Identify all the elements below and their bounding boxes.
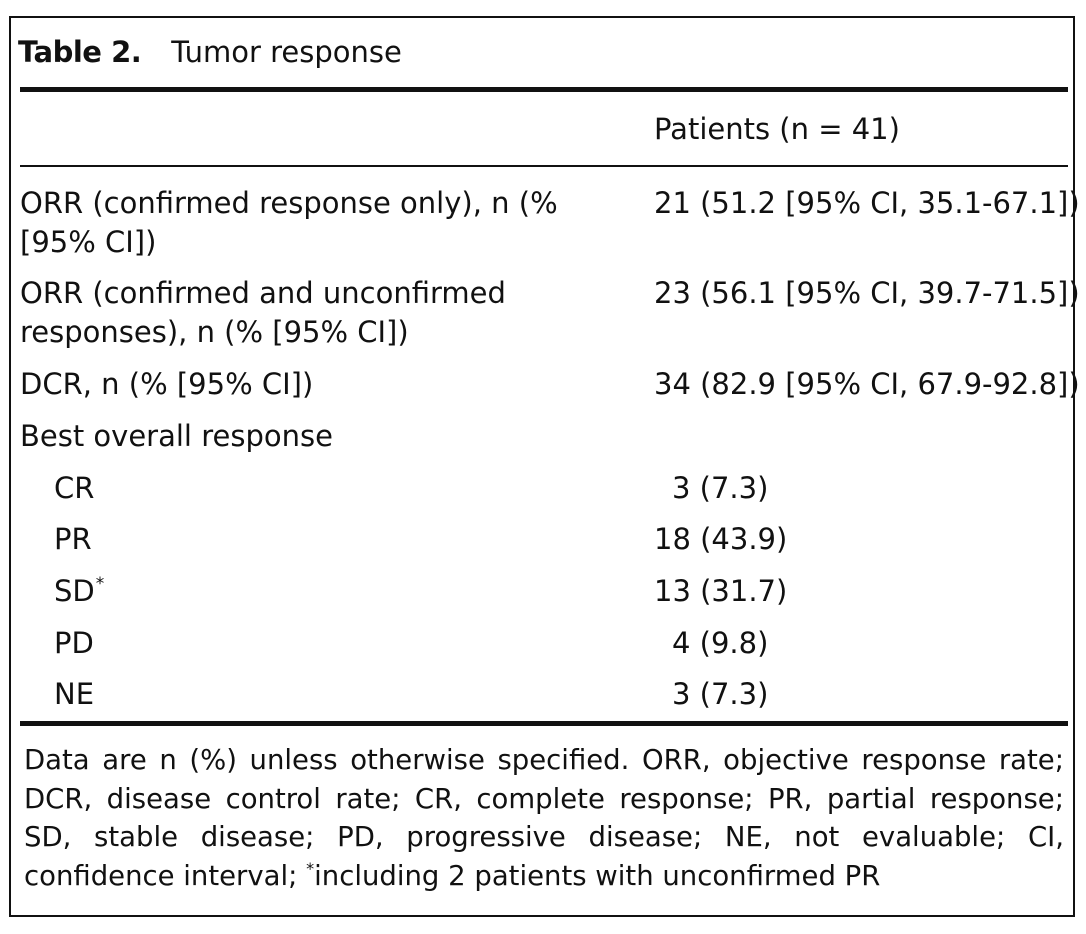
row-label: ORR (confirmed response only), n (%: [20, 186, 558, 220]
table-label: Table 2.: [18, 35, 142, 69]
subrow-value: 18 (43.9): [654, 522, 788, 556]
row-label: Best overall response: [20, 419, 333, 453]
footnote-marker: *: [306, 858, 315, 878]
subrow-label: CR: [54, 471, 95, 505]
top-rule: [20, 87, 1068, 92]
footnote-marker: *: [95, 574, 105, 594]
table-footnote: Data are n (%) unless otherwise specifie…: [24, 744, 1064, 892]
subrow-value: 13 (31.7): [654, 574, 788, 608]
header-rule: [20, 165, 1068, 167]
row-label: DCR, n (% [95% CI]): [20, 367, 314, 401]
subrow-value: 3 (7.3): [672, 471, 769, 505]
row-value: 34 (82.9 [95% CI, 67.9-92.8]): [654, 367, 1080, 401]
table-title: Tumor response: [171, 35, 402, 69]
row-value: 21 (51.2 [95% CI, 35.1-67.1]): [654, 186, 1080, 220]
row-label-continued: responses), n (% [95% CI]): [20, 315, 409, 349]
subrow-value: 4 (9.8): [672, 626, 769, 660]
subrow-label: NE: [54, 677, 95, 711]
column-header: Patients (n = 41): [654, 112, 900, 146]
table-frame: [9, 16, 1075, 917]
bottom-rule: [20, 721, 1068, 726]
table-caption: Table 2. Tumor response: [18, 34, 402, 70]
row-label-continued: [95% CI]): [20, 225, 157, 259]
subrow-label: PR: [54, 522, 92, 556]
subrow-label: PD: [54, 626, 94, 660]
row-label: ORR (confirmed and unconfirmed: [20, 276, 506, 310]
subrow-value: 3 (7.3): [672, 677, 769, 711]
row-value: 23 (56.1 [95% CI, 39.7-71.5]): [654, 276, 1080, 310]
subrow-label: SD*: [54, 574, 105, 608]
